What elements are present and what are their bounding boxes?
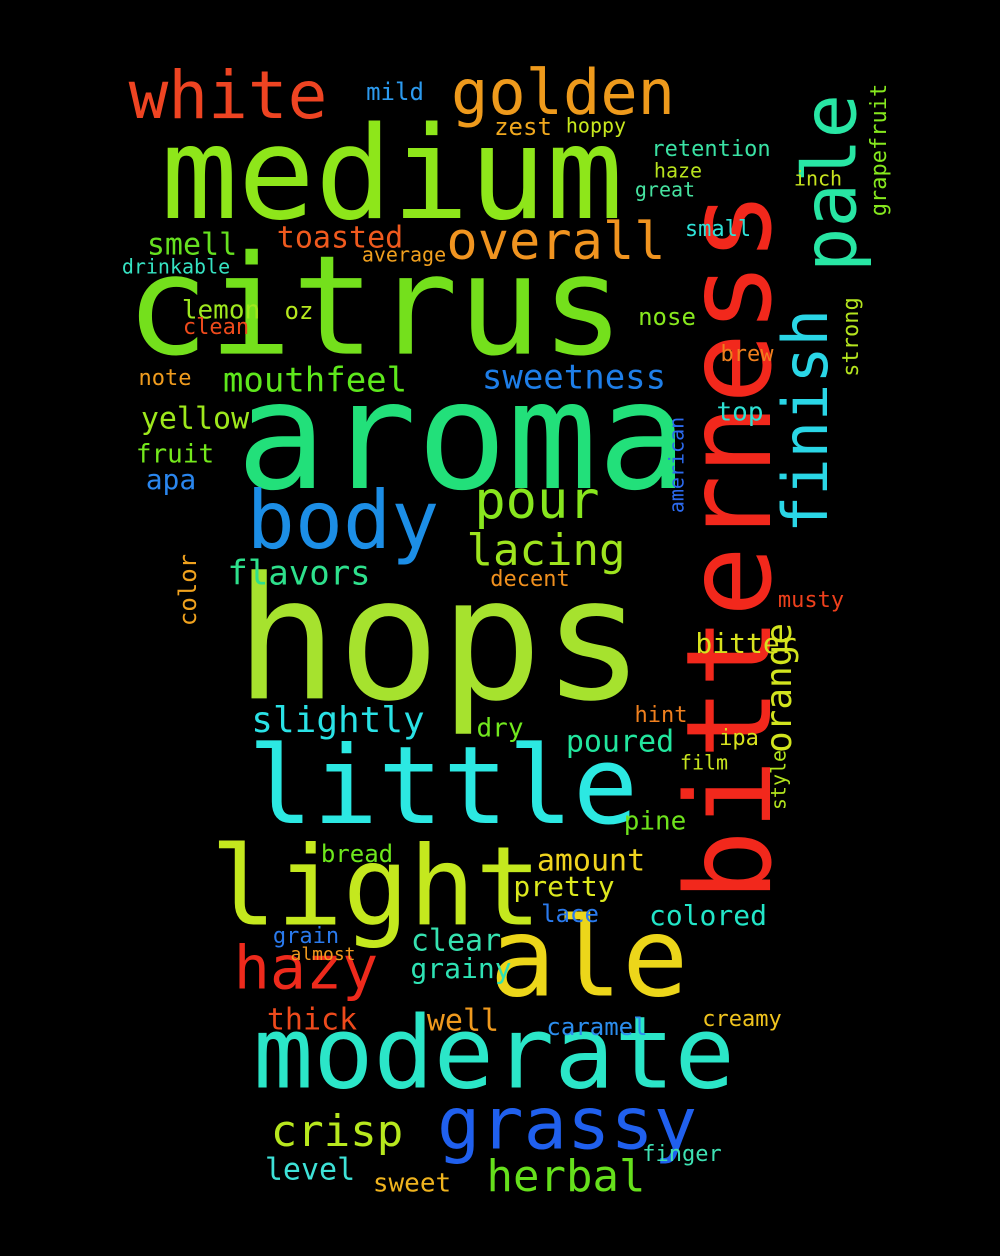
cloud-word: average (362, 243, 446, 267)
cloud-word: aroma (236, 350, 688, 524)
cloud-word: lacing (467, 525, 626, 576)
cloud-word: sweet (373, 1169, 451, 1199)
cloud-word: lemon (182, 296, 260, 326)
cloud-word: grainy (410, 952, 511, 985)
cloud-word: bitterness (660, 191, 798, 901)
cloud-word: top (717, 398, 764, 428)
cloud-word: amount (537, 844, 645, 879)
cloud-word: clean (183, 315, 249, 340)
cloud-word: almost (290, 944, 355, 965)
cloud-word: pour (474, 471, 599, 531)
cloud-word: slightly (251, 700, 424, 741)
cloud-word: crisp (271, 1106, 403, 1157)
cloud-word: mouthfeel (223, 361, 407, 401)
cloud-word: hint (635, 703, 688, 728)
cloud-word: moderate (253, 994, 735, 1111)
cloud-word: note (139, 366, 192, 391)
cloud-word: pretty (513, 870, 614, 903)
cloud-word: well (427, 1004, 499, 1039)
cloud-word: flavors (227, 554, 370, 594)
cloud-word: nose (638, 303, 696, 331)
cloud-word: grapefruit (867, 84, 892, 216)
cloud-word: pine (624, 807, 687, 837)
cloud-word: style (767, 750, 791, 810)
cloud-word: musty (778, 588, 844, 613)
cloud-word: medium (161, 100, 623, 249)
cloud-word: hazy (234, 934, 379, 1004)
cloud-word: mild (366, 78, 424, 106)
cloud-word: brew (721, 342, 775, 367)
cloud-word: golden (451, 56, 675, 129)
cloud-word: thick (267, 1003, 357, 1038)
cloud-word: dry (477, 714, 524, 744)
cloud-word: finger (642, 1142, 721, 1167)
cloud-word: level (265, 1153, 355, 1188)
cloud-word: great (635, 178, 695, 202)
cloud-word: body (247, 474, 440, 567)
cloud-word: zest (494, 113, 552, 141)
cloud-word: oz (285, 297, 314, 325)
cloud-word: film (680, 751, 728, 775)
cloud-word: pale (788, 94, 874, 272)
cloud-word: fruit (136, 440, 214, 470)
cloud-word: colored (649, 899, 767, 932)
cloud-word: white (129, 57, 328, 134)
cloud-word: color (174, 554, 202, 626)
cloud-word: small (685, 217, 751, 242)
cloud-word: drinkable (122, 255, 230, 279)
cloud-word: grassy (437, 1082, 697, 1166)
cloud-word: citrus (126, 226, 625, 387)
cloud-word: ale (490, 893, 689, 1021)
cloud-word: bitter (695, 627, 796, 660)
cloud-word: little (248, 724, 638, 849)
cloud-word: haze (654, 159, 702, 183)
cloud-word: american (665, 417, 689, 513)
cloud-word: herbal (487, 1151, 646, 1202)
cloud-word: grain (273, 924, 339, 949)
cloud-word: light (210, 822, 541, 950)
cloud-word: lace (541, 900, 599, 928)
cloud-word: caramel (546, 1013, 647, 1041)
cloud-word: overall (446, 212, 665, 272)
cloud-word: hoppy (566, 114, 626, 138)
cloud-word: smell (147, 228, 237, 263)
cloud-word: apa (146, 463, 197, 496)
cloud-word: strong (839, 297, 864, 376)
cloud-word: ipa (719, 726, 759, 751)
cloud-word: inch (794, 167, 842, 191)
cloud-word: decent (490, 567, 569, 592)
cloud-word: finish (769, 309, 842, 533)
cloud-word: poured (566, 725, 674, 760)
cloud-word: clear (411, 924, 501, 959)
cloud-word: toasted (277, 221, 403, 256)
cloud-word: orange (759, 623, 800, 753)
cloud-word: creamy (702, 1007, 781, 1032)
cloud-word: sweetness (482, 358, 666, 398)
cloud-word: bread (321, 840, 393, 868)
cloud-word: hops (235, 541, 644, 739)
cloud-word: retention (651, 137, 770, 162)
cloud-word: yellow (141, 402, 250, 437)
